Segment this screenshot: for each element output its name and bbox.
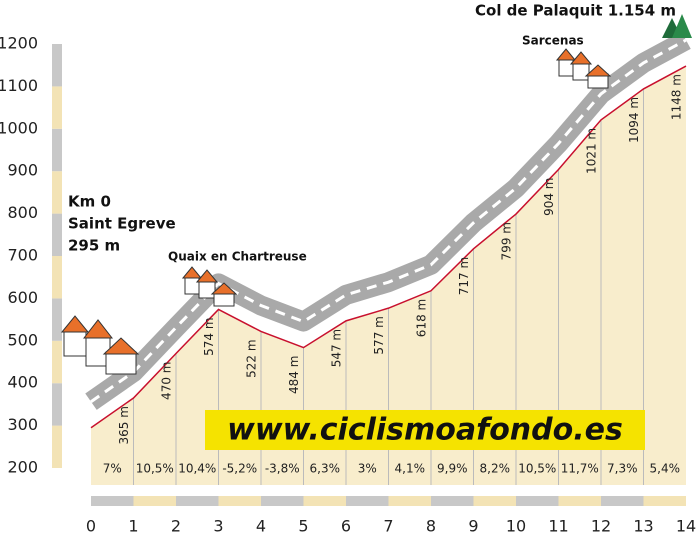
y-tick-label: 1200 bbox=[0, 34, 38, 53]
axis-stripe bbox=[52, 298, 62, 341]
start-place: Saint Egreve bbox=[68, 215, 176, 233]
altitude-label: 618 m bbox=[415, 299, 429, 337]
x-tick-label: 10 bbox=[506, 517, 526, 536]
y-tick-label: 400 bbox=[7, 373, 38, 392]
altitude-label: 574 m bbox=[202, 317, 216, 355]
axis-stripe bbox=[52, 256, 62, 299]
altitude-label: 484 m bbox=[287, 356, 301, 394]
x-tick-label: 6 bbox=[341, 517, 351, 536]
gradient-label: -5,2% bbox=[222, 462, 257, 476]
gradient-label: 10,4% bbox=[178, 462, 216, 476]
y-tick-label: 700 bbox=[7, 246, 38, 265]
x-tick-label: 14 bbox=[676, 517, 696, 536]
altitude-label: 470 m bbox=[160, 362, 174, 400]
gradient-label: 9,9% bbox=[437, 462, 468, 476]
axis-stripe bbox=[91, 496, 134, 506]
start-km: Km 0 bbox=[68, 193, 111, 211]
gradient-label: 10,5% bbox=[136, 462, 174, 476]
axis-stripe bbox=[52, 425, 62, 468]
y-tick-label: 300 bbox=[7, 415, 38, 434]
axis-stripe bbox=[176, 496, 219, 506]
website-banner bbox=[205, 410, 645, 450]
altitude-label: 365 m bbox=[117, 406, 131, 444]
axis-stripe bbox=[431, 496, 474, 506]
axis-stripe bbox=[52, 213, 62, 256]
axis-stripe bbox=[52, 128, 62, 172]
altitude-label: 717 m bbox=[457, 257, 471, 295]
altitude-label: 1094 m bbox=[627, 97, 641, 143]
summit-icon bbox=[662, 14, 692, 38]
gradient-label: -3,8% bbox=[265, 462, 300, 476]
x-tick-label: 4 bbox=[256, 517, 266, 536]
altitude-label: 522 m bbox=[245, 339, 259, 377]
x-tick-label: 3 bbox=[213, 517, 223, 536]
chart-title: Col de Palaquit 1.154 m bbox=[475, 2, 676, 20]
x-tick-label: 12 bbox=[591, 517, 611, 536]
start-altitude: 295 m bbox=[68, 237, 120, 255]
x-tick-label: 9 bbox=[468, 517, 478, 536]
village-icon bbox=[555, 48, 612, 89]
axis-stripe bbox=[52, 86, 62, 129]
y-tick-label: 1000 bbox=[0, 118, 38, 137]
axis-stripe bbox=[643, 496, 686, 506]
gradient-label: 7% bbox=[103, 462, 122, 476]
x-tick-label: 2 bbox=[171, 517, 181, 536]
x-tick-label: 0 bbox=[86, 517, 96, 536]
gradient-label: 3% bbox=[358, 462, 377, 476]
y-tick-label: 500 bbox=[7, 330, 38, 349]
axis-stripe bbox=[388, 496, 431, 506]
altitude-label: 547 m bbox=[330, 329, 344, 367]
village-icon bbox=[181, 266, 238, 307]
gradient-label: 10,5% bbox=[518, 462, 556, 476]
y-tick-label: 800 bbox=[7, 203, 38, 222]
axis-stripe bbox=[133, 496, 176, 506]
x-tick-label: 7 bbox=[383, 517, 393, 536]
x-tick-label: 11 bbox=[548, 517, 568, 536]
gradient-label: 7,3% bbox=[607, 462, 638, 476]
road-center bbox=[90, 38, 687, 403]
altitude-label: 904 m bbox=[542, 178, 556, 216]
altitude-label: 1148 m bbox=[670, 74, 684, 120]
gradient-label: 11,7% bbox=[561, 462, 599, 476]
axis-stripe bbox=[52, 340, 62, 384]
axis-stripe bbox=[558, 496, 601, 506]
axis-stripe bbox=[52, 383, 62, 426]
axis-stripe bbox=[473, 496, 516, 506]
background: 200300400500600700800900100011001200365 … bbox=[0, 31, 696, 536]
village-label: Quaix en Chartreuse bbox=[168, 250, 307, 264]
x-tick-label: 1 bbox=[128, 517, 138, 536]
gradient-label: 8,2% bbox=[480, 462, 511, 476]
axis-stripe bbox=[261, 496, 304, 506]
axis-stripe bbox=[516, 496, 559, 506]
x-tick-label: 13 bbox=[633, 517, 653, 536]
x-tick-label: 5 bbox=[298, 517, 308, 536]
altitude-label: 1021 m bbox=[585, 128, 599, 174]
gradient-label: 4,1% bbox=[395, 462, 426, 476]
y-tick-label: 200 bbox=[7, 458, 38, 477]
village-label: Sarcenas bbox=[522, 34, 584, 48]
axis-stripe bbox=[346, 496, 389, 506]
altitude-label: 799 m bbox=[500, 222, 514, 260]
axis-stripe bbox=[52, 44, 62, 87]
axis-stripe bbox=[52, 171, 62, 214]
axis-stripe bbox=[601, 496, 644, 506]
website: www.ciclismoafondo.es bbox=[227, 413, 623, 448]
gradient-label: 6,3% bbox=[310, 462, 341, 476]
altitude-label: 577 m bbox=[372, 316, 386, 354]
axis-stripe bbox=[303, 496, 346, 506]
village-icon bbox=[60, 315, 140, 375]
x-tick-label: 8 bbox=[426, 517, 436, 536]
y-tick-label: 1100 bbox=[0, 76, 38, 95]
y-tick-label: 900 bbox=[7, 161, 38, 180]
gradient-label: 5,4% bbox=[650, 462, 681, 476]
profile-line bbox=[90, 65, 687, 429]
y-tick-label: 600 bbox=[7, 288, 38, 307]
axis-stripe bbox=[218, 496, 261, 506]
profile-area bbox=[91, 66, 686, 485]
